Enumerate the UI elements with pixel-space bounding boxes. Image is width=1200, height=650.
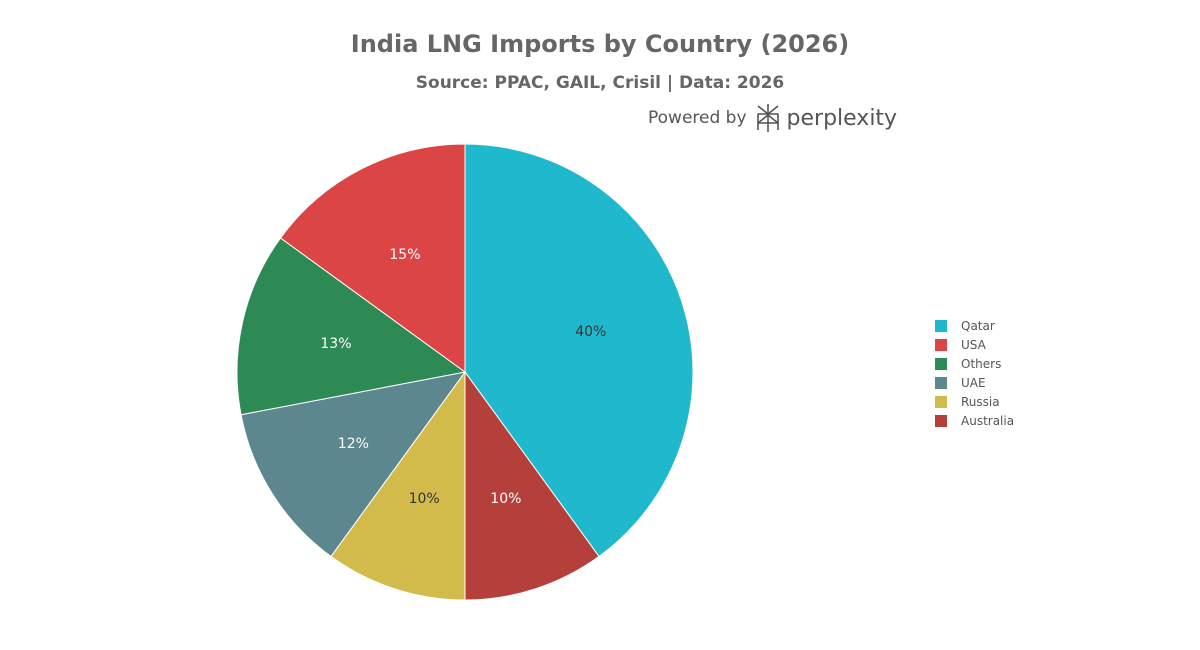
legend-label: Australia (961, 413, 1015, 428)
legend-swatch (935, 319, 947, 332)
legend-swatch (935, 357, 947, 370)
chart-legend: Qatar USA Others UAE Russia Australia (935, 316, 1014, 430)
pie-slice-australia[interactable] (464, 370, 600, 601)
legend-label: USA (961, 337, 986, 352)
legend-label: Russia (961, 394, 1000, 409)
powered-by-banner: Powered by perplexity (648, 100, 897, 136)
legend-item-others[interactable]: Others (935, 354, 1014, 373)
pie-slice-others[interactable] (236, 237, 467, 416)
legend-swatch (935, 376, 947, 389)
legend-item-australia[interactable]: Australia (935, 411, 1014, 430)
legend-swatch (935, 414, 947, 427)
powered-by-text: Powered by (648, 108, 747, 128)
legend-label: Others (961, 356, 1002, 371)
legend-item-uae[interactable]: UAE (935, 373, 1014, 392)
legend-label: UAE (961, 375, 986, 390)
legend-item-usa[interactable]: USA (935, 335, 1014, 354)
pie-slice-usa[interactable] (279, 143, 466, 373)
chart-title: India LNG Imports by Country (2026) (350, 30, 850, 58)
perplexity-logo-icon (756, 104, 779, 132)
pie-slice-russia[interactable] (330, 370, 466, 601)
legend-item-qatar[interactable]: Qatar (935, 316, 1014, 335)
pie-label-qatar: 40% (575, 324, 606, 340)
pie-label-uae: 12% (338, 436, 369, 452)
pie-slice-uae[interactable] (240, 371, 467, 558)
chart-subtitle: Source: PPAC, GAIL, Crisil | Data: 2026 (415, 73, 785, 93)
pie-label-australia: 10% (490, 491, 521, 507)
legend-item-russia[interactable]: Russia (935, 392, 1014, 411)
legend-label: Qatar (961, 318, 995, 333)
legend-swatch (935, 338, 947, 351)
pie-slice-qatar[interactable] (464, 143, 694, 558)
pie-label-usa: 15% (389, 247, 420, 263)
legend-swatch (935, 395, 947, 408)
pie-label-russia: 10% (409, 491, 440, 507)
brand-name: perplexity (786, 105, 898, 131)
pie-label-others: 13% (320, 336, 351, 352)
